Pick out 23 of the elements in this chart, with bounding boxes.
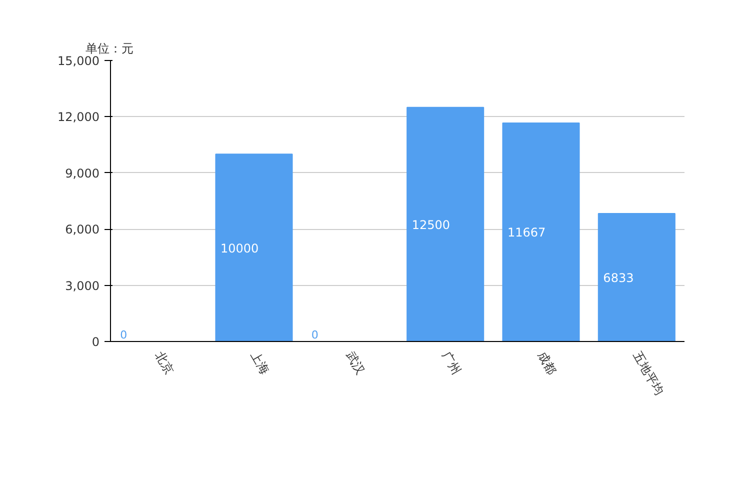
x-tick-label: 武汉 xyxy=(344,349,368,377)
y-tick-label: 0 xyxy=(92,335,100,349)
y-tick-label: 12,000 xyxy=(58,110,100,124)
data-label: 0 xyxy=(120,328,128,342)
bar xyxy=(215,154,293,342)
y-axis-title: 单位：元 xyxy=(86,42,134,56)
bar xyxy=(598,212,676,342)
y-tick-label: 9,000 xyxy=(65,166,100,180)
bar xyxy=(406,106,484,342)
x-tick-label: 北京 xyxy=(152,349,176,377)
data-label: 11667 xyxy=(508,226,546,240)
x-tick-label: 成都 xyxy=(534,349,560,377)
y-tick-label: 3,000 xyxy=(65,278,100,293)
data-label: 0 xyxy=(311,328,318,342)
x-tick-label: 广州 xyxy=(439,349,464,377)
x-tick-label: 五地平均 xyxy=(630,349,667,398)
y-tick-label: 15,000 xyxy=(58,54,100,68)
x-tick-label: 上海 xyxy=(248,349,272,377)
data-label: 10000 xyxy=(220,241,259,256)
data-label: 12500 xyxy=(412,218,450,232)
bar xyxy=(502,122,580,342)
data-label: 6833 xyxy=(603,271,634,285)
y-tick-label: 6,000 xyxy=(65,222,100,237)
